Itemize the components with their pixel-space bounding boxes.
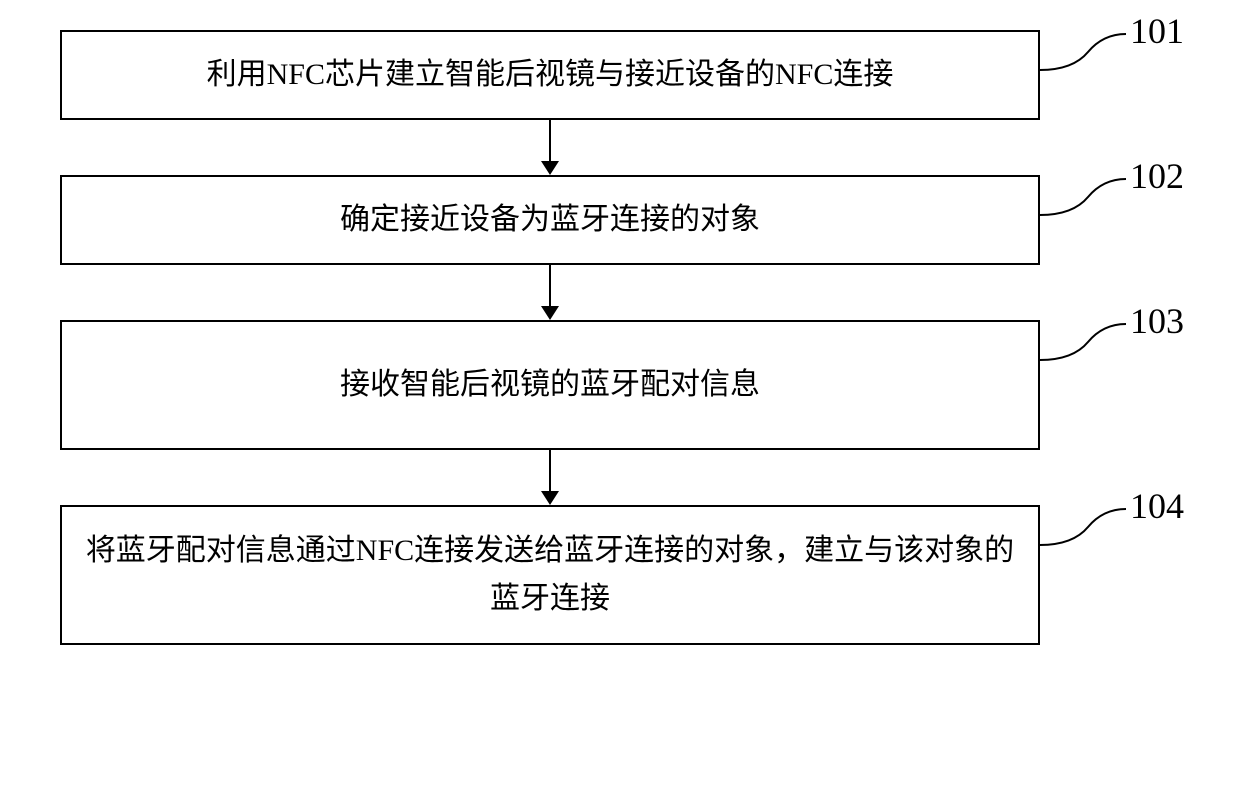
label-connector-2 bbox=[1038, 167, 1128, 217]
arrow-head-3 bbox=[541, 491, 559, 505]
arrow-1 bbox=[60, 120, 1040, 175]
step-box-4: 将蓝牙配对信息通过NFC连接发送给蓝牙连接的对象，建立与该对象的蓝牙连接 bbox=[60, 505, 1040, 645]
arrow-head-2 bbox=[541, 306, 559, 320]
step-text-3: 接收智能后视镜的蓝牙配对信息 bbox=[340, 361, 760, 409]
flowchart-container: 利用NFC芯片建立智能后视镜与接近设备的NFC连接 101 确定接近设备为蓝牙连… bbox=[60, 30, 1180, 645]
arrow-head-1 bbox=[541, 161, 559, 175]
step-text-1: 利用NFC芯片建立智能后视镜与接近设备的NFC连接 bbox=[207, 51, 894, 99]
step-row-1: 利用NFC芯片建立智能后视镜与接近设备的NFC连接 101 bbox=[60, 30, 1180, 120]
arrow-2 bbox=[60, 265, 1040, 320]
arrow-line-2 bbox=[549, 265, 551, 311]
label-connector-4 bbox=[1038, 497, 1128, 547]
step-label-1: 101 bbox=[1130, 10, 1184, 52]
step-text-4: 将蓝牙配对信息通过NFC连接发送给蓝牙连接的对象，建立与该对象的蓝牙连接 bbox=[82, 527, 1018, 623]
step-row-2: 确定接近设备为蓝牙连接的对象 102 bbox=[60, 175, 1180, 265]
arrow-line-1 bbox=[549, 120, 551, 166]
step-label-2: 102 bbox=[1130, 155, 1184, 197]
step-box-2: 确定接近设备为蓝牙连接的对象 bbox=[60, 175, 1040, 265]
step-row-3: 接收智能后视镜的蓝牙配对信息 103 bbox=[60, 320, 1180, 450]
step-box-1: 利用NFC芯片建立智能后视镜与接近设备的NFC连接 bbox=[60, 30, 1040, 120]
arrow-3 bbox=[60, 450, 1040, 505]
label-connector-1 bbox=[1038, 22, 1128, 72]
step-row-4: 将蓝牙配对信息通过NFC连接发送给蓝牙连接的对象，建立与该对象的蓝牙连接 104 bbox=[60, 505, 1180, 645]
step-box-3: 接收智能后视镜的蓝牙配对信息 bbox=[60, 320, 1040, 450]
step-label-4: 104 bbox=[1130, 485, 1184, 527]
step-text-2: 确定接近设备为蓝牙连接的对象 bbox=[340, 196, 760, 244]
label-connector-3 bbox=[1038, 312, 1128, 362]
step-label-3: 103 bbox=[1130, 300, 1184, 342]
arrow-line-3 bbox=[549, 450, 551, 496]
